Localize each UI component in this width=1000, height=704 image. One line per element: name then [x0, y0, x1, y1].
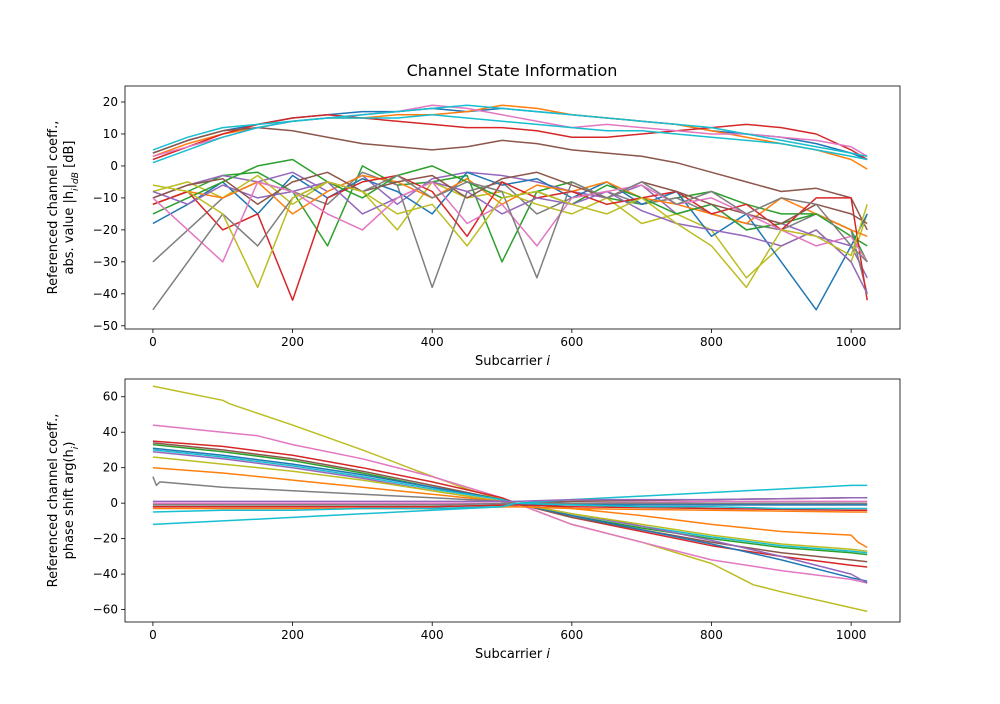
series-line-15 — [152, 502, 868, 506]
x-tick-label: 1000 — [836, 335, 867, 349]
x-tick-label: 0 — [149, 628, 157, 642]
series-line-18 — [152, 181, 868, 289]
series-line-3 — [152, 114, 868, 161]
figure-title: Channel State Information — [407, 61, 618, 80]
y-tick-label: −40 — [93, 567, 118, 581]
x-axis-label: Subcarrier i — [475, 647, 550, 662]
series-line-9 — [152, 104, 868, 164]
series-line-2 — [152, 165, 868, 263]
x-axis-label: Subcarrier i — [475, 354, 550, 369]
x-tick-label: 400 — [421, 628, 444, 642]
x-tick-label: 800 — [700, 628, 723, 642]
y-tick-label: 0 — [110, 159, 118, 173]
series-line-13 — [152, 174, 868, 301]
series-line-7 — [152, 450, 868, 584]
csi-phase-panel: 0 200 400 600 800 1000 −60 −40 −20 0 20 40 60 Subcarr… — [46, 378, 901, 662]
series-line-4 — [152, 171, 868, 279]
y-tick-label: −30 — [93, 255, 118, 269]
series-line-17 — [152, 174, 868, 311]
y-axis-label: Referenced channel coeff.,abs. value |hi… — [46, 121, 81, 295]
axes-frame — [124, 378, 901, 623]
csi-magnitude-panel: 0 200 400 600 800 1000 −50 −40 −30 −20 −10 0 10 20 Sub… — [46, 85, 901, 369]
x-tick-label: 200 — [281, 628, 304, 642]
series-line-19 — [152, 114, 868, 161]
y-tick-label: 0 — [110, 496, 118, 510]
y-tick-label: −60 — [93, 603, 118, 617]
y-tick-label: 60 — [103, 390, 118, 404]
series-line-19 — [152, 497, 868, 503]
x-tick-label: 200 — [281, 335, 304, 349]
series-line-6 — [152, 104, 868, 158]
y-tick-label: 20 — [103, 461, 118, 475]
y-tick-label: −40 — [93, 287, 118, 301]
series-line-10 — [152, 171, 868, 311]
series-line-18 — [152, 502, 868, 513]
series-group — [152, 104, 868, 311]
series-group — [152, 385, 868, 613]
x-tick-label: 0 — [149, 335, 157, 349]
series-line-16 — [152, 505, 868, 513]
x-tick-label: 600 — [560, 628, 583, 642]
y-tick-label: −20 — [93, 532, 118, 546]
y-axis-label: Referenced channel coeff.,phase shift ar… — [46, 414, 81, 588]
series-line-14 — [152, 181, 868, 295]
y-tick-label: −20 — [93, 223, 118, 237]
y-tick-label: −10 — [93, 191, 118, 205]
y-tick-label: 20 — [103, 95, 118, 109]
series-line-8 — [152, 174, 868, 279]
y-tick-label: −50 — [93, 319, 118, 333]
x-tick-label: 400 — [421, 335, 444, 349]
series-line-5 — [152, 126, 868, 231]
y-tick-label: 40 — [103, 425, 118, 439]
x-tick-label: 600 — [560, 335, 583, 349]
series-line-16 — [152, 181, 868, 263]
axes-frame — [124, 85, 901, 330]
series-line-14 — [152, 504, 868, 512]
x-tick-label: 1000 — [836, 628, 867, 642]
series-line-15 — [152, 171, 868, 225]
x-tick-label: 800 — [700, 335, 723, 349]
y-tick-label: 10 — [103, 127, 118, 141]
